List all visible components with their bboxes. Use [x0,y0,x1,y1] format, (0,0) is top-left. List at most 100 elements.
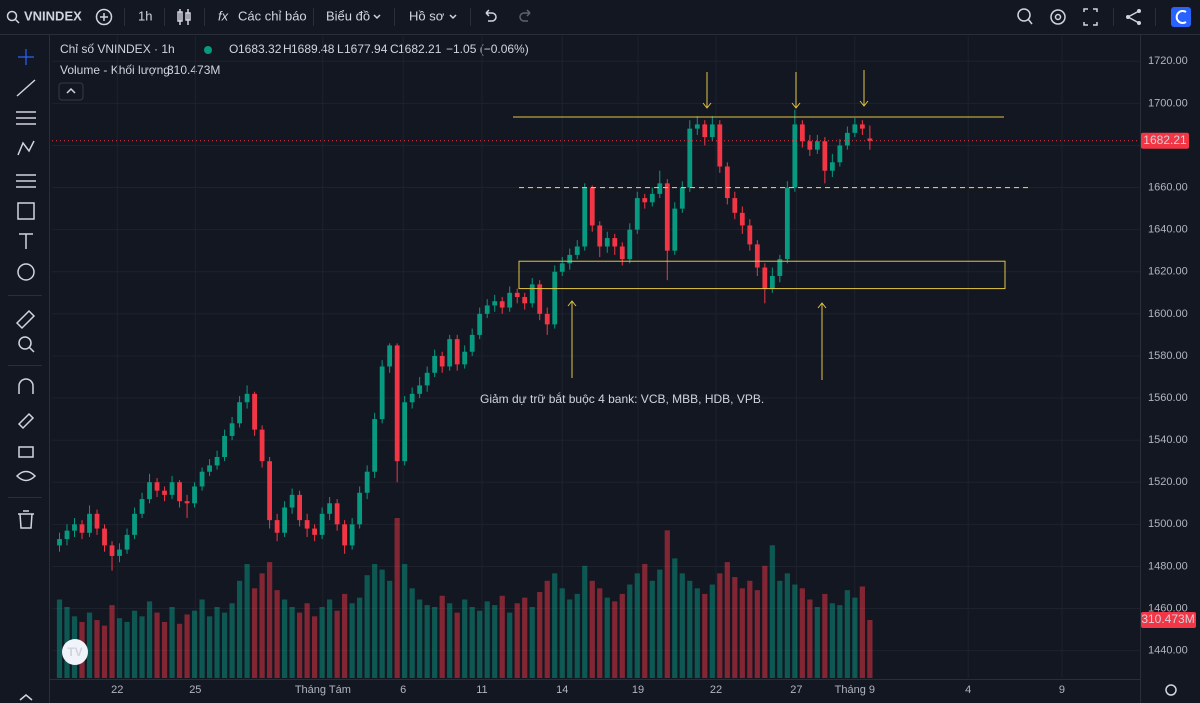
volume-bar [282,599,288,678]
volume-bar [259,573,265,678]
candle-body [409,393,415,403]
volume-bar [244,563,250,678]
volume-bar [769,545,775,678]
candle-body [732,198,738,213]
fullscreen-icon[interactable] [1083,8,1098,26]
volume-bar [349,603,355,678]
volume-bar [357,597,363,678]
volume-bar [342,593,348,678]
candle-body [739,212,745,226]
emoji-tool[interactable] [17,263,35,281]
candle-body [709,124,715,138]
candle-body [867,138,873,141]
y-tick-label: 1560.00 [1148,392,1188,404]
text-tool[interactable] [19,233,33,249]
candle-body [109,545,115,556]
candle-body [454,339,460,365]
lock-tool[interactable] [18,446,34,458]
candle-body [117,549,122,556]
pattern-tool[interactable] [17,140,35,156]
add-symbol-icon[interactable] [95,8,113,26]
volume-bar [297,612,303,678]
y-tick-label: 1500.00 [1148,518,1188,530]
candle-body [177,482,182,502]
x-tick-label: 6 [400,684,406,696]
collapse-legend[interactable] [58,82,84,101]
app-logo-mark [1175,10,1187,24]
fx-icon[interactable]: fx [218,8,229,23]
shape-tool[interactable] [17,202,35,220]
fib-tool[interactable] [16,111,36,125]
delete-tool[interactable] [18,510,34,529]
indicators[interactable]: Các chỉ báo [238,8,307,23]
volume-bar [94,620,100,678]
arrow-up [817,302,827,380]
crosshair-tool[interactable] [18,49,34,65]
collapse-icon[interactable] [19,694,33,701]
zoom-icon[interactable] [1017,8,1031,22]
magnet-tool[interactable] [18,378,34,394]
candle-body [274,520,280,533]
volume-bar [799,588,805,678]
time-settings-icon[interactable] [1165,684,1177,696]
legend-letter: H [283,42,292,56]
volume-bar [394,518,400,678]
volume-bar [852,597,858,678]
candle-body [484,305,490,314]
candle-body [859,124,865,129]
volume-bar [732,577,738,678]
interval[interactable]: 1h [138,8,152,23]
chart-type-icon[interactable] [177,9,191,25]
zoom-tool[interactable] [18,336,32,350]
trend-line-tool[interactable] [16,79,36,97]
volume-bar [236,580,243,678]
prediction-tool[interactable] [16,174,36,188]
volume-bar [169,606,175,678]
tv-logo [62,639,88,665]
candle-body [627,229,633,260]
x-tick-label: 25 [189,684,201,696]
volume-title: Volume - Khối lượng [60,63,170,77]
annotation: Giảm dự trữ bắt buộc 4 bank: VCB, MBB, H… [480,391,764,406]
drawing-tools [8,49,42,701]
x-tick-label: 19 [632,684,644,696]
y-tick-label: 1580.00 [1148,350,1188,362]
arrow-down [859,70,869,107]
search-icon[interactable] [6,10,18,22]
volume-bar [499,595,505,678]
lock-draw-tool[interactable] [17,412,35,430]
visibility-tool[interactable] [15,470,37,482]
candle-body [259,429,265,462]
volume-bar [409,588,415,678]
undo-icon[interactable] [485,9,497,22]
volume-bar [379,569,385,678]
settings-icon[interactable] [1050,9,1066,25]
symbol[interactable]: VNINDEX [24,8,82,23]
share-icon[interactable] [1127,10,1140,24]
volume-bar [724,562,730,678]
volume-bar [649,580,655,678]
zoom-icon-handle [1027,18,1033,25]
candle-body [642,198,648,203]
candle-body [507,292,513,308]
app-logo[interactable] [1171,7,1191,27]
x-tick-label: Tháng 9 [835,684,875,696]
volume-bar [679,573,685,678]
volume-bar [559,588,565,678]
chevron [449,14,457,20]
measure-tool[interactable] [15,309,36,330]
candle-body [492,301,498,306]
redo-icon[interactable] [519,9,531,22]
candle-body [529,284,535,304]
x-tick-label: 27 [790,684,802,696]
candle-body [94,513,100,529]
candle-body [612,238,618,247]
volume-bar [109,605,115,678]
y-tick-label: 1480.00 [1148,560,1188,572]
chart-menu[interactable]: Biểu đồ [326,8,370,23]
candle-body [447,339,453,367]
volume-bar [484,601,490,678]
volume-bar [334,610,340,678]
profile-menu[interactable]: Hồ sơ [409,8,445,23]
